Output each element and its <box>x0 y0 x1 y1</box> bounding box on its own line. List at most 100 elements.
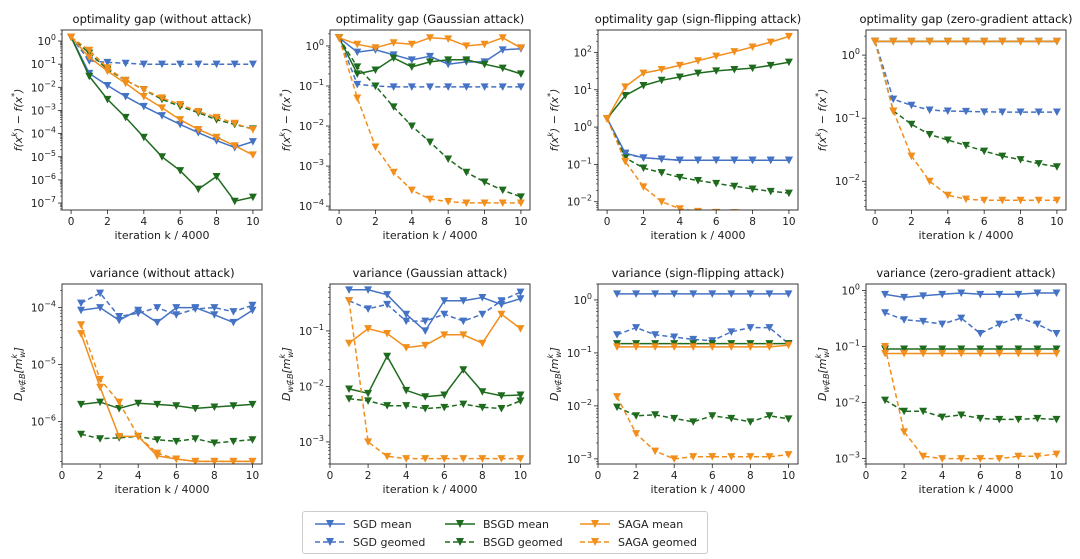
data-point <box>907 152 916 161</box>
data-point <box>96 435 105 443</box>
data-point <box>1052 415 1061 424</box>
data-point <box>516 70 525 78</box>
data-point <box>748 185 757 193</box>
data-point <box>516 193 525 201</box>
data-point <box>229 457 238 464</box>
data-point <box>440 455 449 463</box>
tick-label: 10 <box>246 216 259 228</box>
data-point <box>497 404 506 413</box>
data-point <box>1016 156 1025 164</box>
data-point <box>881 290 890 299</box>
tick-label: 8 <box>213 216 220 228</box>
data-point <box>1052 196 1061 205</box>
tick-label: 10−2 <box>299 378 324 393</box>
data-point <box>766 156 775 165</box>
data-point <box>96 383 105 392</box>
data-point <box>371 82 380 90</box>
tick-label: 100 <box>842 282 860 297</box>
data-point <box>85 53 94 62</box>
data-point <box>670 333 679 341</box>
data-point <box>176 101 185 109</box>
data-point <box>516 199 525 207</box>
data-point <box>1014 345 1023 354</box>
data-point <box>345 395 354 403</box>
data-point <box>765 290 774 298</box>
data-point <box>1052 349 1061 358</box>
data-point <box>613 403 622 412</box>
data-point <box>957 345 966 354</box>
series-line <box>616 326 789 345</box>
data-point <box>919 292 928 300</box>
data-point <box>1052 163 1061 171</box>
data-point <box>462 83 471 91</box>
data-point <box>694 156 702 165</box>
data-point <box>96 304 105 312</box>
data-point <box>689 418 698 426</box>
legend-label: SGD mean <box>353 517 412 531</box>
data-point <box>96 289 105 298</box>
data-point <box>421 317 430 326</box>
tick-label: 10−1 <box>299 78 324 93</box>
data-point <box>383 300 392 309</box>
data-point <box>632 343 641 351</box>
tick-label: 10−1 <box>835 110 860 125</box>
data-point <box>407 40 416 49</box>
data-point <box>712 156 721 165</box>
data-point <box>498 34 507 42</box>
data-point <box>766 61 775 70</box>
series-line <box>80 306 253 324</box>
data-point <box>516 325 525 333</box>
data-point <box>480 60 489 69</box>
data-point <box>440 310 449 319</box>
subplot-title: variance (Gaussian attack) <box>353 266 508 280</box>
data-point <box>115 398 124 407</box>
data-point <box>426 58 434 66</box>
data-point <box>139 93 148 101</box>
data-point <box>957 411 966 419</box>
tick-label: 2 <box>908 216 915 228</box>
data-point <box>943 136 952 145</box>
data-point <box>746 290 755 298</box>
data-point <box>371 143 380 151</box>
data-point <box>210 457 219 464</box>
data-point <box>191 457 200 464</box>
data-point <box>727 343 736 351</box>
data-point <box>621 83 630 91</box>
data-point <box>919 407 928 416</box>
series-line <box>70 36 254 149</box>
data-point <box>172 455 181 464</box>
data-point <box>462 56 471 64</box>
data-point <box>153 436 162 444</box>
data-point <box>919 452 928 461</box>
axes-frame <box>597 283 799 465</box>
data-point <box>632 324 641 332</box>
data-point <box>712 179 721 188</box>
data-point <box>353 70 362 78</box>
data-point <box>613 343 622 351</box>
data-point <box>153 304 162 312</box>
data-point <box>871 37 880 46</box>
tick-label: 10−1 <box>567 345 592 360</box>
data-point <box>670 290 679 298</box>
x-axis-label: iteration k / 4000 <box>918 229 1013 242</box>
data-point <box>459 400 468 409</box>
data-point <box>976 290 985 299</box>
data-point <box>657 76 666 85</box>
data-point <box>998 152 1007 161</box>
tick-label: 0 <box>336 216 343 228</box>
legend-item: SGD mean <box>313 515 412 533</box>
data-point <box>1014 415 1023 424</box>
data-point <box>784 189 793 198</box>
data-point <box>480 40 489 49</box>
data-point <box>943 37 952 46</box>
y-axis-label: Dw∉B[mkw] <box>10 347 27 401</box>
data-point <box>389 168 398 177</box>
data-point <box>694 69 702 78</box>
data-point <box>345 286 354 294</box>
data-point <box>746 453 755 461</box>
data-point <box>1016 37 1025 46</box>
data-point <box>900 428 909 436</box>
data-point <box>651 411 660 419</box>
data-point <box>134 309 143 318</box>
data-point <box>765 412 774 420</box>
